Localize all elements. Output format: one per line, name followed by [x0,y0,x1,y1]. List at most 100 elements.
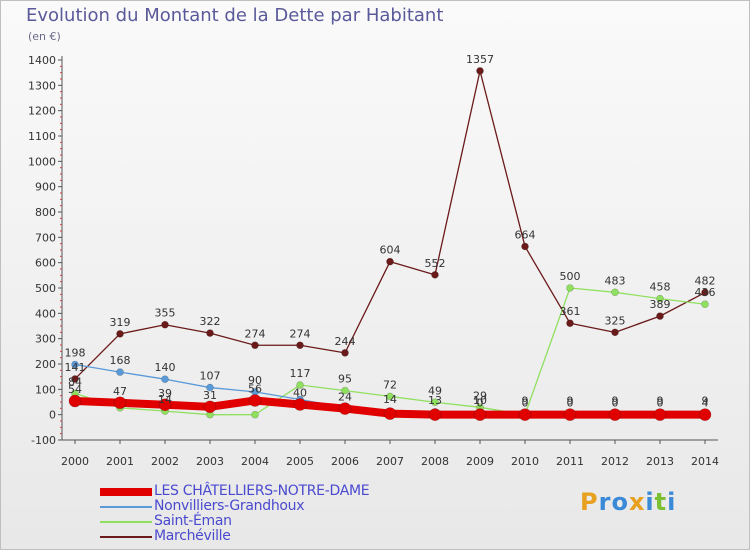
data-label: 0 [477,397,484,410]
data-point [566,319,574,328]
data-point [521,242,529,251]
data-label: 0 [567,397,574,410]
data-label: 552 [425,257,446,270]
data-point [431,398,439,407]
data-label: 117 [290,367,311,380]
data-label: 9 [567,394,574,407]
x-tick-label: 2003 [196,455,224,468]
data-point [71,360,79,369]
data-label: 13 [428,394,442,407]
data-point [428,408,442,421]
data-label: 325 [605,314,626,327]
data-label: 9 [522,394,529,407]
legend-swatch [100,506,152,508]
data-point [116,368,124,376]
data-point [656,294,664,303]
data-label: 140 [155,361,176,374]
logo-letter: t [654,488,668,516]
y-tick-label: 500 [35,282,56,295]
data-point [611,328,619,337]
x-tick-label: 2011 [556,455,584,468]
logo-letter: x [628,488,646,516]
y-tick-label: 1100 [28,130,56,143]
x-tick-label: 2007 [376,455,404,468]
data-label: 47 [113,385,127,398]
data-label: 389 [650,298,671,311]
data-point [293,398,307,411]
data-point [386,392,394,401]
data-label: 14 [383,393,397,406]
data-point [158,398,172,412]
legend-swatch [100,521,152,523]
data-label: 355 [155,307,176,320]
data-label: 54 [68,383,82,396]
data-label: 40 [293,387,307,400]
y-tick-label: 700 [35,231,56,244]
data-label: 56 [248,382,262,395]
legend-label: Nonvilliers-Grandhoux [154,498,305,514]
data-label: 4 [702,397,709,410]
series-line [74,70,706,380]
legend-label: Saint-Éman [154,513,232,529]
data-label: 458 [650,281,671,294]
logo-letter: i [667,488,677,516]
legend-swatch [100,488,152,496]
legend-label: Marchéville [154,528,231,544]
data-label: 72 [383,378,397,391]
logo-letter: P [580,488,599,516]
proxiti-logo: Proxiti [580,488,676,516]
data-label: 319 [110,316,131,329]
y-tick-label: 300 [35,333,56,346]
x-tick-label: 2009 [466,455,494,468]
data-point [653,408,667,421]
data-point [701,300,709,309]
data-label: 168 [110,354,131,367]
data-point [383,407,397,420]
data-label: 483 [605,274,626,287]
logo-letter: i [645,488,655,516]
data-label: 198 [65,347,86,360]
data-label: 0 [657,397,664,410]
data-label: 482 [695,275,716,288]
data-point [251,341,259,350]
x-tick-label: 2005 [286,455,314,468]
data-label: 141 [65,361,86,374]
data-point [431,271,439,279]
data-label: 361 [560,305,581,318]
data-label: 244 [335,335,356,348]
data-point [518,408,532,421]
data-point [203,400,217,414]
data-point [341,349,349,357]
y-tick-label: -100 [31,434,56,447]
data-point [248,394,262,407]
data-label: 274 [245,327,266,340]
data-label: 0 [522,397,529,410]
data-label: 604 [380,244,401,257]
data-label: 10 [473,394,487,407]
x-tick-label: 2002 [151,455,179,468]
data-point [161,375,169,384]
data-point [251,410,259,419]
x-tick-label: 2014 [691,455,719,468]
data-label: 664 [515,228,536,241]
y-tick-label: 800 [35,206,56,219]
data-point [296,381,304,389]
data-point [68,394,82,408]
unit-label: (en €) [28,30,61,43]
data-point [113,396,127,410]
data-label: 436 [695,286,716,299]
data-label: 24 [338,391,352,404]
data-point [206,329,214,337]
data-point [206,383,214,392]
x-tick-label: 2010 [511,455,539,468]
data-point [386,257,394,266]
x-tick-label: 2006 [331,455,359,468]
data-label: 274 [290,327,311,340]
data-point [296,341,304,350]
data-label: 322 [200,315,221,328]
data-point [566,284,574,292]
data-label: 95 [338,373,352,386]
data-point [698,408,712,421]
